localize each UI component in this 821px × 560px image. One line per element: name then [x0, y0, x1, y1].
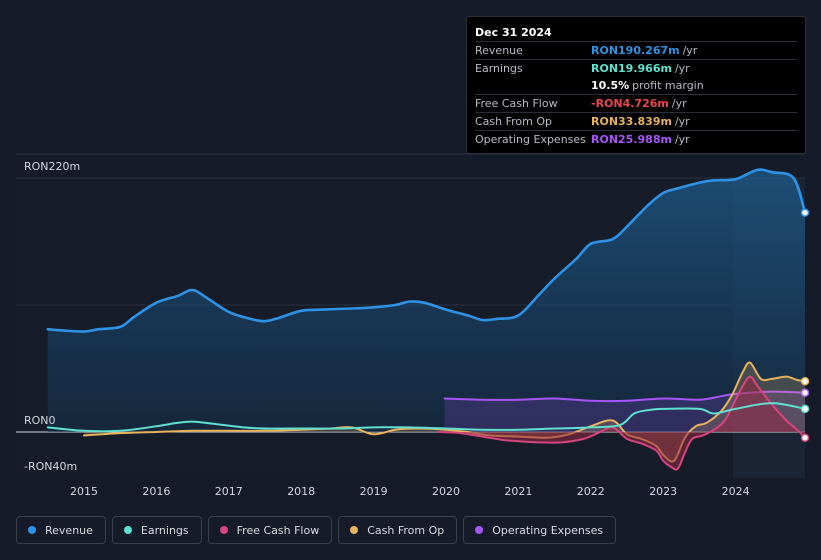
legend-item-free-cash-flow[interactable]: Free Cash Flow: [207, 516, 333, 544]
x-tick-label: 2021: [504, 485, 532, 498]
y-axis-label: RON0: [24, 414, 56, 427]
x-tick-label: 2016: [142, 485, 170, 498]
series-area-operating-expenses: [444, 391, 805, 432]
x-tick-label: 2015: [70, 485, 98, 498]
series-line-free-cash-flow: [437, 375, 806, 471]
legend-item-earnings[interactable]: Earnings: [111, 516, 202, 544]
legend-label: Operating Expenses: [492, 523, 604, 537]
legend-item-cash-from-op[interactable]: Cash From Op: [338, 516, 458, 544]
tooltip-row-earnings: Earnings RON19.966m /yr: [475, 59, 797, 77]
tooltip-value: RON19.966m: [591, 62, 672, 75]
tooltip-label: Revenue: [475, 44, 523, 57]
series-end-point-free-cash-flow[interactable]: [800, 433, 810, 442]
tooltip-value: RON25.988m: [591, 133, 672, 146]
tooltip-label: [475, 77, 591, 94]
legend: Revenue Earnings Free Cash Flow Cash Fro…: [16, 516, 622, 544]
series-end-point-cash-from-op[interactable]: [800, 376, 810, 386]
legend-label: Free Cash Flow: [236, 523, 320, 537]
x-tick-label: 2017: [215, 485, 243, 498]
axis-layer: RON220m RON0 -RON40m 2015 2016 2017 2018 2019 20…: [24, 160, 750, 498]
tooltip-value: -RON4.726m: [591, 97, 669, 110]
tooltip-value: RON33.839m: [591, 115, 672, 128]
legend-label: Cash From Op: [367, 523, 445, 537]
tooltip-label: Earnings: [475, 62, 523, 75]
series-area-revenue: [47, 169, 806, 433]
series-end-point-revenue[interactable]: [800, 208, 810, 217]
series-line-cash-from-op: [83, 361, 806, 463]
series-area-free-cash-flow: [438, 376, 805, 470]
tooltip-date: Dec 31 2024: [475, 26, 552, 39]
tooltip-unit: /yr: [674, 115, 690, 128]
y-axis-label: RON220m: [24, 160, 80, 173]
legend-item-operating-expenses[interactable]: Operating Expenses: [463, 516, 617, 544]
legend-dot-icon: [475, 526, 484, 534]
tooltip-label: Operating Expenses: [475, 133, 586, 146]
tooltip-value: 10.5%: [591, 79, 630, 92]
tooltip-unit: /yr: [682, 44, 698, 57]
x-tick-label: 2023: [649, 485, 677, 498]
series-line-revenue: [46, 168, 807, 333]
x-tick-label: 2024: [722, 485, 750, 498]
tooltip-row-free-cash-flow: Free Cash Flow -RON4.726m /yr: [475, 94, 797, 112]
tooltip-row-operating-expenses: Operating Expenses RON25.988m /yr: [475, 130, 797, 148]
series-end-point-operating-expenses[interactable]: [800, 388, 810, 397]
x-tick-label: 2018: [287, 485, 315, 498]
y-axis-label: -RON40m: [24, 460, 77, 473]
x-tick-label: 2022: [577, 485, 605, 498]
series-layer: [46, 168, 810, 471]
tooltip: Dec 31 2024 Revenue RON190.267m /yr Earn…: [466, 16, 806, 154]
x-tick-label: 2019: [360, 485, 388, 498]
legend-dot-icon: [350, 526, 359, 534]
x-tick-label: 2020: [432, 485, 460, 498]
tooltip-unit: /yr: [674, 133, 690, 146]
tooltip-row-margin: 10.5% profit margin: [475, 77, 797, 94]
tooltip-unit: /yr: [671, 97, 687, 110]
legend-dot-icon: [219, 526, 228, 534]
tooltip-row-revenue: Revenue RON190.267m /yr: [475, 41, 797, 59]
legend-label: Earnings: [140, 523, 189, 537]
tooltip-unit: profit margin: [632, 79, 704, 92]
tooltip-row-cash-from-op: Cash From Op RON33.839m /yr: [475, 112, 797, 130]
tooltip-value: RON190.267m: [591, 44, 680, 57]
legend-item-revenue[interactable]: Revenue: [16, 516, 106, 544]
legend-label: Revenue: [45, 523, 93, 537]
tooltip-label: Cash From Op: [475, 115, 553, 128]
series-end-point-earnings[interactable]: [800, 404, 810, 414]
tooltip-label: Free Cash Flow: [475, 97, 558, 110]
legend-dot-icon: [123, 526, 132, 534]
legend-dot-icon: [28, 526, 36, 534]
series-line-earnings: [46, 402, 806, 433]
tooltip-unit: /yr: [674, 62, 690, 75]
